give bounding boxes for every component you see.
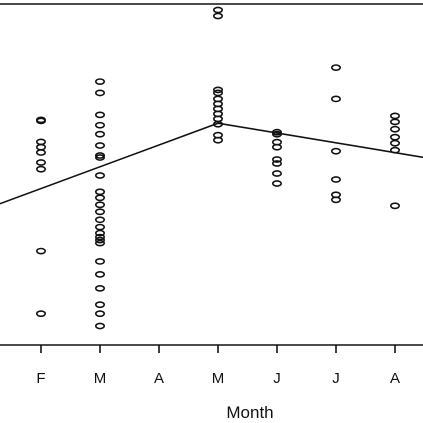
data-point (389, 139, 400, 147)
data-point (330, 95, 341, 103)
data-point (95, 78, 106, 85)
data-point (95, 89, 106, 97)
data-point (95, 216, 106, 224)
data-point (330, 64, 341, 72)
data-point (389, 118, 400, 126)
x-tick-label: F (36, 370, 45, 387)
data-point (95, 301, 106, 309)
data-point (330, 176, 341, 183)
data-point (35, 143, 46, 151)
data-point (95, 201, 106, 209)
data-point (389, 112, 400, 120)
data-point (95, 121, 106, 129)
x-tick-label: M (212, 370, 225, 387)
x-tick-label: A (154, 370, 164, 387)
x-tick-label: A (390, 370, 400, 387)
data-point (213, 12, 224, 20)
data-point (271, 160, 282, 167)
data-point (95, 229, 106, 237)
data-point (95, 258, 106, 265)
trend-line (0, 122, 423, 205)
data-point (35, 165, 46, 173)
data-point (330, 196, 341, 204)
x-tick-label: M (94, 370, 107, 387)
data-point (213, 136, 224, 144)
data-point (35, 310, 46, 318)
data-point (95, 223, 106, 231)
data-point (389, 133, 400, 141)
data-point (35, 117, 46, 125)
data-point (95, 208, 106, 216)
data-point (95, 172, 106, 179)
data-point (95, 111, 106, 119)
data-point (271, 143, 282, 151)
data-point (95, 239, 106, 247)
data-point (271, 180, 282, 187)
data-points (35, 6, 400, 330)
x-axis-ticks (40, 345, 396, 353)
x-tick-label: J (332, 370, 340, 387)
data-point (95, 194, 106, 202)
data-point (389, 125, 400, 133)
data-point (95, 322, 106, 330)
data-point (35, 159, 46, 166)
data-point (95, 310, 106, 318)
data-point (35, 149, 46, 156)
data-point (389, 202, 400, 210)
data-point (35, 138, 46, 146)
data-point (95, 188, 106, 196)
data-point (35, 247, 46, 255)
data-point (95, 270, 106, 278)
data-point (330, 147, 341, 155)
data-point (95, 236, 106, 244)
data-point (213, 86, 224, 94)
data-point (271, 170, 282, 177)
data-point (271, 156, 282, 163)
x-tick-label: J (273, 370, 281, 387)
data-point (95, 284, 106, 292)
data-point (213, 6, 224, 14)
data-point (95, 142, 106, 149)
x-axis-label: Month (226, 403, 273, 422)
data-point (213, 115, 224, 123)
data-point (95, 130, 106, 138)
data-point (95, 154, 106, 161)
